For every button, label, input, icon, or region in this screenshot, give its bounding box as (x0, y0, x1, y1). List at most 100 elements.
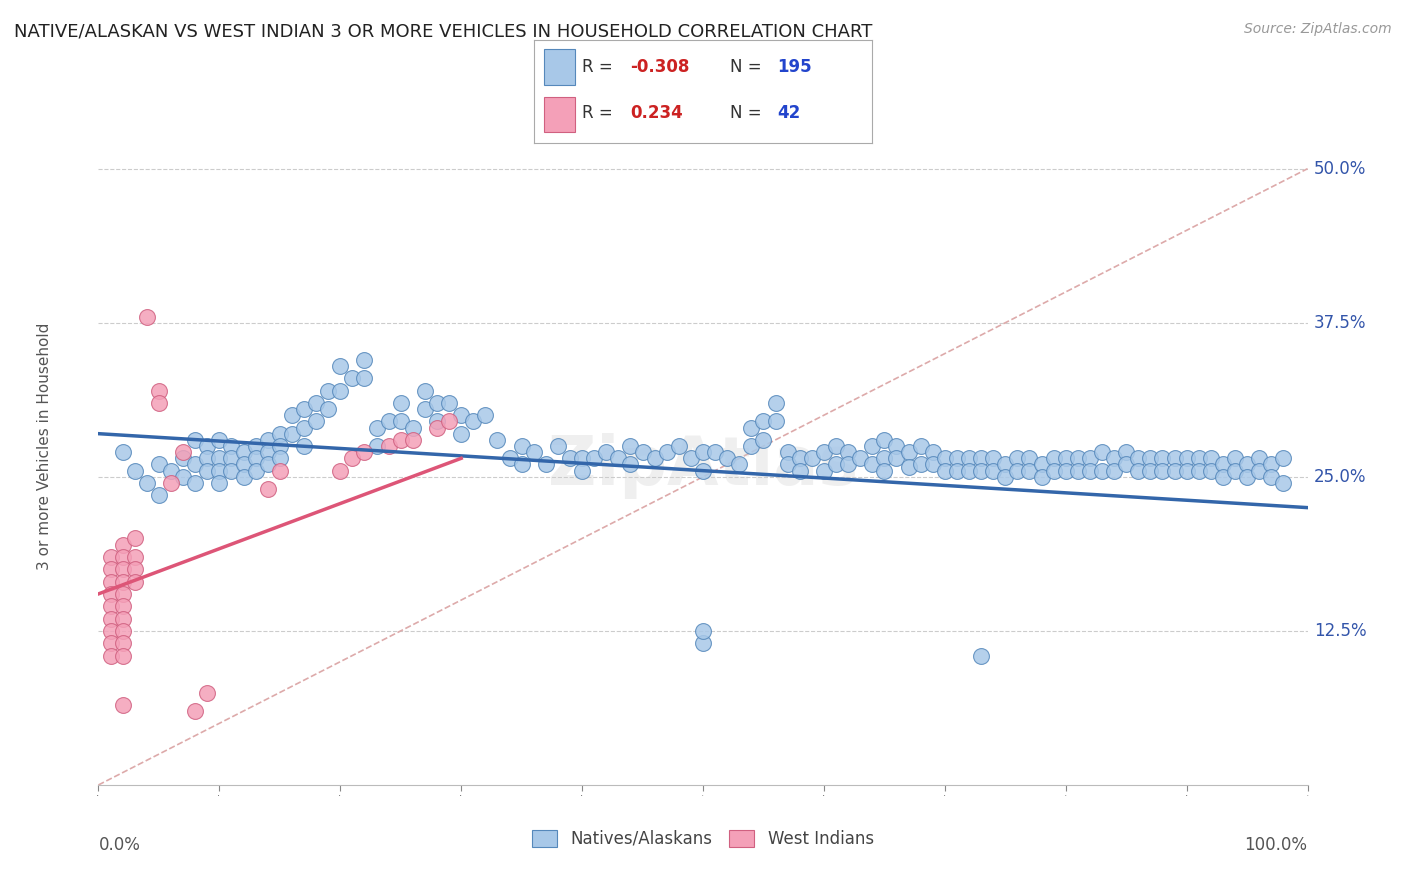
Point (1188, 464, 1211, 478)
Point (111, 562, 134, 576)
Point (269, 439, 291, 453)
Point (631, 445, 654, 459)
Point (607, 451, 630, 466)
Point (886, 451, 908, 466)
Point (679, 451, 702, 466)
Point (619, 458, 641, 472)
Point (1249, 451, 1271, 466)
Point (692, 464, 714, 478)
Point (245, 464, 267, 478)
Point (111, 624, 134, 638)
Point (1260, 470, 1282, 484)
Point (160, 464, 183, 478)
Point (389, 433, 412, 447)
Point (426, 420, 449, 434)
Point (100, 549, 122, 564)
Point (1042, 464, 1064, 478)
Point (873, 451, 896, 466)
Point (1128, 464, 1150, 478)
Point (305, 414, 328, 428)
Point (825, 439, 848, 453)
Point (195, 464, 218, 478)
Point (789, 464, 811, 478)
Point (269, 464, 291, 478)
Point (329, 464, 352, 478)
Point (1102, 451, 1125, 466)
Point (111, 648, 134, 663)
Point (195, 685, 218, 699)
Point (256, 445, 278, 459)
Text: 0.234: 0.234 (630, 104, 683, 122)
Point (910, 458, 932, 472)
Point (1175, 451, 1198, 466)
Point (342, 451, 364, 466)
Text: 37.5%: 37.5% (1313, 314, 1367, 332)
Point (558, 451, 581, 466)
Point (245, 439, 267, 453)
Point (486, 433, 509, 447)
Point (256, 458, 278, 472)
Point (221, 451, 243, 466)
Point (1054, 451, 1077, 466)
Point (305, 396, 328, 410)
Point (910, 439, 932, 453)
Point (897, 459, 920, 474)
Point (860, 439, 883, 453)
Point (100, 648, 122, 663)
Point (837, 458, 859, 472)
Point (184, 458, 207, 472)
Point (970, 648, 993, 663)
Point (571, 464, 593, 478)
Point (1163, 451, 1185, 466)
Point (1018, 464, 1040, 478)
Point (1212, 458, 1234, 472)
Text: 0.0%: 0.0% (98, 836, 141, 854)
Point (292, 402, 315, 417)
Text: -0.308: -0.308 (630, 58, 690, 77)
Point (426, 396, 449, 410)
Point (366, 439, 388, 453)
Bar (544, 49, 575, 86)
Point (100, 562, 122, 576)
Point (124, 532, 146, 546)
Point (1067, 451, 1090, 466)
Point (450, 408, 472, 422)
Point (474, 408, 496, 422)
Point (970, 451, 993, 466)
Point (111, 574, 134, 589)
Point (752, 414, 775, 428)
Text: 3 or more Vehicles in Household: 3 or more Vehicles in Household (37, 322, 52, 570)
Point (172, 451, 194, 466)
Point (245, 451, 267, 466)
Point (1007, 464, 1029, 478)
Point (124, 549, 146, 564)
Text: R =: R = (582, 58, 617, 77)
Point (740, 439, 762, 453)
Point (195, 439, 218, 453)
Point (1249, 464, 1271, 478)
Point (413, 402, 436, 417)
Text: 42: 42 (778, 104, 800, 122)
Point (1031, 458, 1053, 472)
Point (1212, 470, 1234, 484)
Point (668, 439, 690, 453)
Point (100, 587, 122, 601)
Point (389, 396, 412, 410)
Point (111, 599, 134, 614)
Point (946, 464, 969, 478)
Point (510, 439, 533, 453)
Point (377, 414, 399, 428)
Point (208, 451, 231, 466)
Point (135, 475, 157, 490)
Point (1067, 464, 1090, 478)
Point (1115, 445, 1137, 459)
Point (208, 464, 231, 478)
Point (1223, 451, 1246, 466)
Point (981, 464, 1004, 478)
Point (402, 433, 425, 447)
Point (100, 574, 122, 589)
Point (860, 458, 883, 472)
Point (921, 458, 943, 472)
Point (619, 439, 641, 453)
Point (1236, 470, 1258, 484)
